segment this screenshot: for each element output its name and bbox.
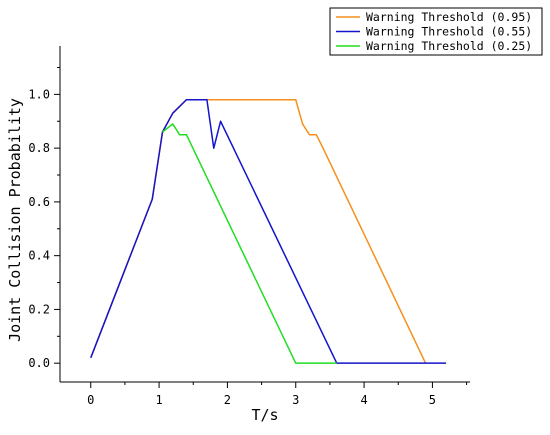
axes-layer: 0 1 2 3 4 5 0.0 0.2 0.4 0.6 0.8 1.0 T/s Joint Collisi… [6, 46, 470, 424]
series-line-2 [90, 99, 447, 364]
legend: Warning Threshold (0.95)Warning Threshol… [329, 7, 543, 56]
x-axis-label: T/s [251, 406, 278, 424]
legend-box [329, 7, 543, 56]
x-tick-label: 0 [87, 393, 94, 407]
y-axis-label: Joint Collision Probability [6, 98, 24, 342]
x-tick-label: 1 [155, 393, 162, 407]
x-tick-label: 2 [224, 393, 231, 407]
series-line-1 [90, 99, 427, 364]
x-tick-label: 3 [292, 393, 299, 407]
legend-label-1: Warning Threshold (0.95) [366, 10, 532, 24]
y-tick-label: 0.2 [28, 302, 50, 316]
series-line-3 [162, 123, 337, 364]
y-tick-label: 0.0 [28, 356, 50, 370]
y-tick-label: 0.6 [28, 195, 50, 209]
x-tick-label: 5 [429, 393, 436, 407]
y-tick-label: 0.4 [28, 249, 50, 263]
y-tick-label: 1.0 [28, 87, 50, 101]
legend-label-2: Warning Threshold (0.55) [366, 25, 532, 39]
x-tick-label: 4 [360, 393, 367, 407]
series-layer [90, 99, 447, 364]
y-tick-label: 0.8 [28, 141, 50, 155]
legend-label-3: Warning Threshold (0.25) [366, 39, 532, 53]
